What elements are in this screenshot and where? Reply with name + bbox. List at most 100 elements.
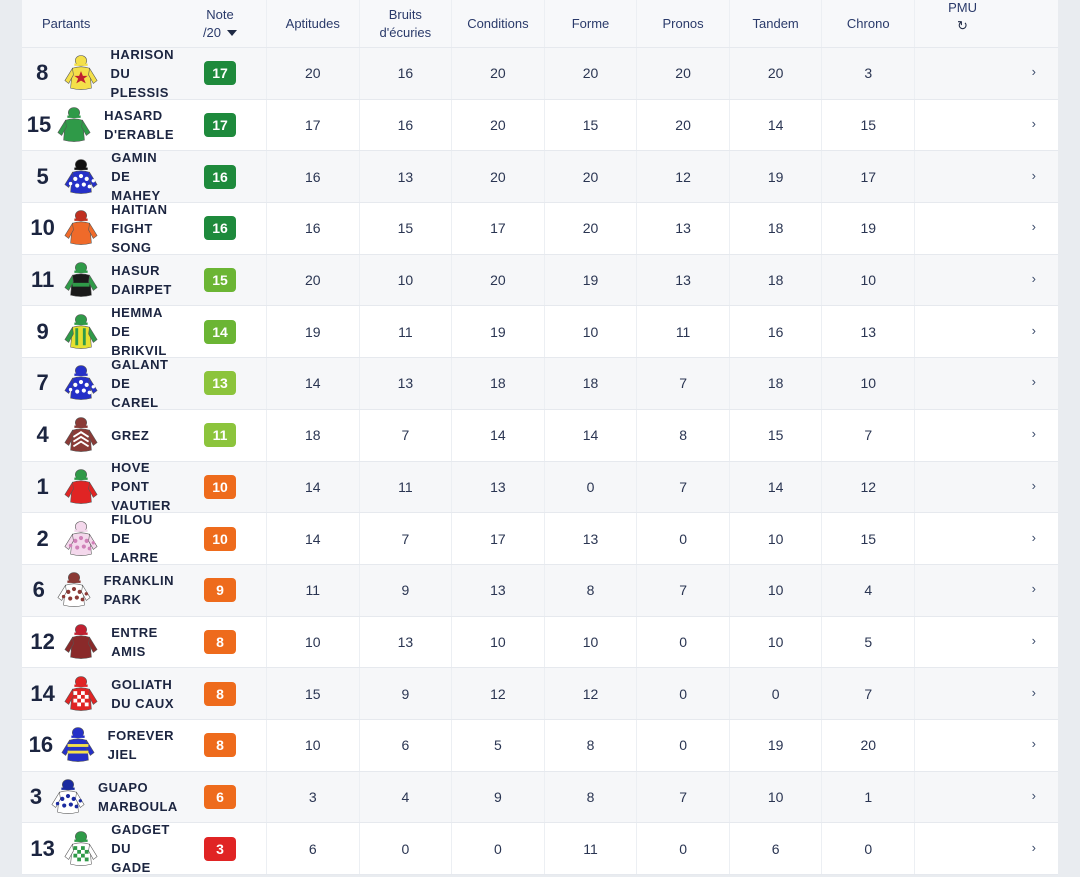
chevron-right-icon[interactable]: › xyxy=(1031,529,1036,545)
chrono-value: 12 xyxy=(821,461,914,513)
header-note[interactable]: Note /20 xyxy=(174,0,266,47)
chevron-right-icon[interactable]: › xyxy=(1031,632,1036,648)
chevron-right-icon[interactable]: › xyxy=(1031,581,1036,597)
table-row[interactable]: 8 HARISON DU PLESSIS 17 20 16 20 20 20 20 3 › xyxy=(22,45,1058,102)
header-pronos[interactable]: Pronos xyxy=(636,0,729,47)
runner-cell[interactable]: 3 GUAPO MARBOULA xyxy=(22,777,178,817)
bruits-value: 9 xyxy=(358,564,452,616)
chevron-right-icon[interactable]: › xyxy=(1031,736,1036,752)
table-row[interactable]: 16 FOREVER JIEL 8 10 6 5 8 0 19 20 › xyxy=(22,719,1058,772)
runner-cell[interactable]: 16 FOREVER JIEL xyxy=(22,725,174,765)
chrono-value: 5 xyxy=(821,616,914,668)
aptitudes-value: 20 xyxy=(265,48,359,99)
header-bruits[interactable]: Bruits d'écuries xyxy=(358,0,452,47)
table-row[interactable]: 1 HOVE PONT VAUTIER 10 14 11 13 0 7 14 12 › xyxy=(22,460,1058,513)
chevron-right-icon[interactable]: › xyxy=(1031,477,1036,493)
bruits-value: 13 xyxy=(358,151,452,203)
runner-cell[interactable]: 2 FILOU DE LARRE xyxy=(22,510,174,567)
runner-name[interactable]: FRANKLIN PARK xyxy=(103,573,174,608)
table-row[interactable]: 12 ENTRE AMIS 8 10 13 10 10 0 10 5 › xyxy=(22,616,1058,669)
runner-cell[interactable]: 13 GADGET DU GADE xyxy=(22,820,174,877)
table-row[interactable]: 4 GREZ 11 18 7 14 14 8 15 7 › xyxy=(22,409,1058,462)
chevron-right-icon[interactable]: › xyxy=(1031,271,1036,287)
aptitudes-value: 6 xyxy=(265,823,359,874)
bruits-value: 11 xyxy=(358,461,452,513)
runner-name[interactable]: HASUR DAIRPET xyxy=(111,263,172,298)
note-cell: 16 xyxy=(174,151,266,202)
chrono-value: 7 xyxy=(821,668,914,719)
tandem-value: 19 xyxy=(728,719,822,771)
bruits-value: 11 xyxy=(358,306,452,358)
table-row[interactable]: 6 FRANKLIN PARK 9 11 9 13 8 7 10 4 › xyxy=(22,564,1058,617)
runner-cell[interactable]: 11 HASUR DAIRPET xyxy=(22,260,174,300)
header-forme[interactable]: Forme xyxy=(543,0,637,47)
conditions-value: 19 xyxy=(451,306,544,358)
runner-name[interactable]: GAMIN DE MAHEY xyxy=(111,150,161,204)
header-note-scale: /20 xyxy=(203,24,238,42)
runner-cell[interactable]: 6 FRANKLIN PARK xyxy=(22,570,174,610)
chevron-right-icon[interactable]: › xyxy=(1031,684,1036,700)
runner-cell[interactable]: 10 HAITIAN FIGHT SONG xyxy=(22,200,174,257)
runner-cell[interactable]: 1 HOVE PONT VAUTIER xyxy=(22,458,174,515)
note-badge: 8 xyxy=(203,733,236,758)
runner-name[interactable]: HASARD D'ERABLE xyxy=(104,108,175,143)
chevron-right-icon[interactable]: › xyxy=(1031,426,1036,442)
runner-cell[interactable]: 5 GAMIN DE MAHEY xyxy=(22,148,174,205)
header-partants[interactable]: Partants xyxy=(42,15,91,31)
header-conditions[interactable]: Conditions xyxy=(451,0,544,47)
chevron-right-icon[interactable]: › xyxy=(1031,64,1036,80)
header-tandem[interactable]: Tandem xyxy=(728,0,822,47)
note-cell: 3 xyxy=(174,823,266,874)
table-row[interactable]: 10 HAITIAN FIGHT SONG 16 16 15 17 20 13 18 19 › xyxy=(22,200,1058,257)
chevron-right-icon[interactable]: › xyxy=(1031,167,1036,183)
table-row[interactable]: 5 GAMIN DE MAHEY 16 16 13 20 20 12 19 17 › xyxy=(22,148,1058,205)
runner-name[interactable]: GOLIATH DU CAUX xyxy=(111,676,174,711)
table-row[interactable]: 13 GADGET DU GADE 3 6 0 0 11 0 6 0 › xyxy=(22,820,1058,877)
note-badge: 10 xyxy=(203,526,236,551)
chevron-right-icon[interactable]: › xyxy=(1031,322,1036,338)
forme-value: 20 xyxy=(543,151,637,203)
table-row[interactable]: 15 HASARD D'ERABLE 17 17 16 20 15 20 14 15 › xyxy=(22,99,1058,152)
chevron-right-icon[interactable]: › xyxy=(1031,839,1036,855)
runner-number: 4 xyxy=(36,422,49,448)
bruits-value: 9 xyxy=(358,668,452,719)
chevron-right-icon[interactable]: › xyxy=(1031,374,1036,390)
pronos-value: 0 xyxy=(636,616,729,668)
note-cell: 8 xyxy=(174,720,266,771)
runner-cell[interactable]: 12 ENTRE AMIS xyxy=(22,622,174,662)
header-pmu[interactable]: PMU ↻ xyxy=(914,0,1058,47)
header-aptitudes[interactable]: Aptitudes xyxy=(265,0,359,47)
chevron-right-icon[interactable]: › xyxy=(1031,787,1036,803)
runner-name[interactable]: HEMMA DE BRIKVIL xyxy=(111,305,167,359)
runner-name[interactable]: GREZ xyxy=(111,427,150,443)
table-row[interactable]: 11 HASUR DAIRPET 15 20 10 20 19 13 18 10 › xyxy=(22,254,1058,307)
table-row[interactable]: 3 GUAPO MARBOULA 6 3 4 9 8 7 10 1 › xyxy=(22,771,1058,824)
runner-name[interactable]: ENTRE AMIS xyxy=(111,624,158,659)
runner-name[interactable]: GALANT DE CAREL xyxy=(111,356,169,410)
jockey-silk-icon xyxy=(63,53,99,93)
runner-name[interactable]: FILOU DE LARRE xyxy=(111,512,159,566)
note-cell: 11 xyxy=(174,410,266,461)
runner-cell[interactable]: 15 HASARD D'ERABLE xyxy=(22,105,174,145)
chevron-right-icon[interactable]: › xyxy=(1031,116,1036,132)
runner-name[interactable]: HOVE PONT VAUTIER xyxy=(111,460,171,514)
chevron-right-icon[interactable]: › xyxy=(1031,219,1036,235)
table-row[interactable]: 2 FILOU DE LARRE 10 14 7 17 13 0 10 15 › xyxy=(22,510,1058,567)
note-badge: 8 xyxy=(203,629,236,654)
runner-cell[interactable]: 7 GALANT DE CAREL xyxy=(22,355,174,412)
table-row[interactable]: 7 GALANT DE CAREL 13 14 13 18 18 7 18 10 › xyxy=(22,355,1058,412)
table-row[interactable]: 14 GOLIATH DU CAUX 8 15 9 12 12 0 0 7 › xyxy=(22,668,1058,720)
bruits-value: 4 xyxy=(358,771,452,823)
runner-cell[interactable]: 9 HEMMA DE BRIKVIL xyxy=(22,303,174,360)
runner-name[interactable]: GUAPO MARBOULA xyxy=(98,779,178,814)
runner-name[interactable]: HARISON DU PLESSIS xyxy=(110,46,174,100)
header-chrono[interactable]: Chrono xyxy=(821,0,914,47)
runner-name[interactable]: GADGET DU GADE xyxy=(111,822,170,876)
runner-name[interactable]: FOREVER JIEL xyxy=(107,728,174,763)
runner-cell[interactable]: 4 GREZ xyxy=(22,415,174,455)
runner-cell[interactable]: 8 HARISON DU PLESSIS xyxy=(22,45,174,102)
runner-name[interactable]: HAITIAN FIGHT SONG xyxy=(111,201,168,255)
refresh-icon[interactable]: ↻ xyxy=(957,17,968,33)
table-row[interactable]: 9 HEMMA DE BRIKVIL 14 19 11 19 10 11 16 13 › xyxy=(22,303,1058,360)
runner-cell[interactable]: 14 GOLIATH DU CAUX xyxy=(22,674,174,714)
